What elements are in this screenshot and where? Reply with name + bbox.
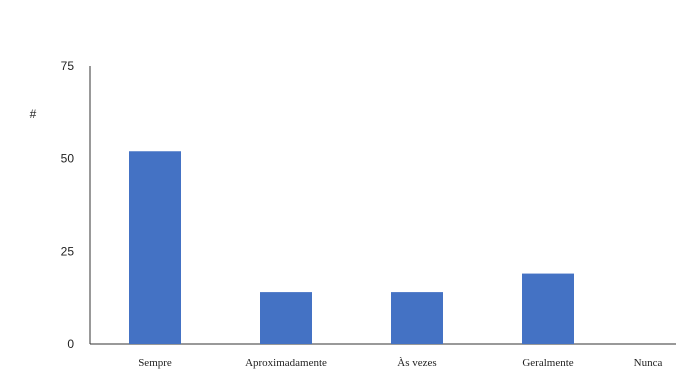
x-tick-label: Geralmente: [522, 357, 573, 369]
x-axis: Sempre Aproximadamente Às vezes Geralmente N…: [90, 343, 676, 369]
y-tick-label: 50: [61, 152, 75, 166]
y-axis: 0 25 50 75: [61, 59, 91, 351]
bar-2: [391, 292, 443, 344]
y-axis-title: #: [30, 107, 37, 121]
bar-3: [522, 273, 574, 344]
y-tick-label: 25: [61, 244, 75, 258]
y-tick-label: 0: [67, 337, 74, 351]
x-tick-label: Às vezes: [397, 357, 436, 369]
x-tick-label: Aproximadamente: [245, 357, 327, 369]
y-tick-label: 75: [61, 59, 75, 73]
bar-1: [260, 292, 312, 344]
bars: [129, 151, 574, 344]
bar-0: [129, 151, 181, 344]
x-tick-label: Sempre: [138, 357, 172, 369]
x-tick-label: Nunca: [634, 357, 663, 369]
